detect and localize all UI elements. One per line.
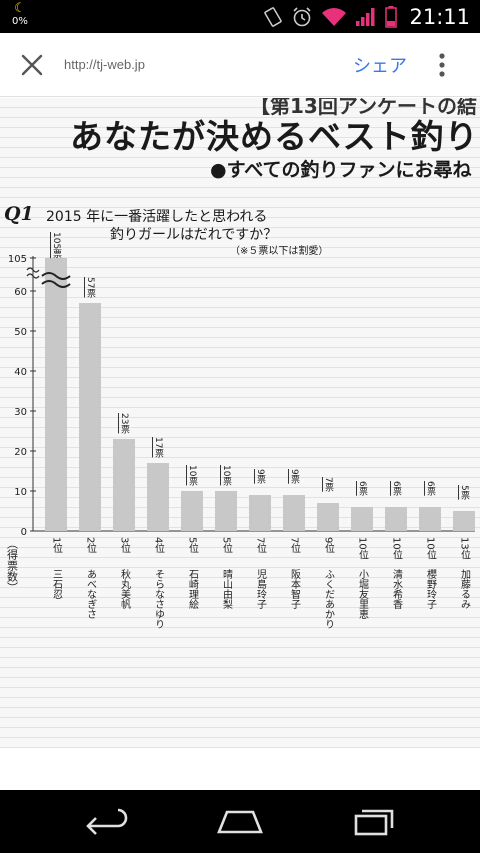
article-title: あなたが決めるベスト釣り bbox=[70, 117, 479, 156]
rank-label: 13位 bbox=[459, 537, 471, 560]
data-label: 105票 bbox=[51, 232, 62, 258]
y-tick-label: 60 bbox=[14, 287, 27, 298]
y-tick-label: 30 bbox=[14, 407, 27, 418]
data-label: 6票 bbox=[391, 481, 402, 496]
bar-break-mark bbox=[41, 272, 71, 288]
data-label: 9票 bbox=[255, 469, 266, 484]
question-line-1: 2015 年に一番活躍したと思われる bbox=[46, 209, 268, 225]
y-tick-label: 20 bbox=[14, 447, 27, 458]
question-line-2: 釣りガールはだれですか？ bbox=[110, 227, 278, 243]
battery-icon bbox=[385, 5, 398, 28]
clock: 21:11 bbox=[409, 4, 470, 29]
header-top-text: 【第13回アンケートの結 bbox=[250, 98, 478, 118]
category-name-label: 三石忍 bbox=[51, 569, 63, 599]
rank-label: 1位 bbox=[51, 537, 63, 553]
data-label: 9票 bbox=[289, 469, 300, 484]
wifi-icon bbox=[322, 7, 347, 26]
bar bbox=[249, 495, 271, 531]
article-subtitle: ●すべての釣りファンにお尋ね bbox=[210, 159, 472, 181]
battery-percent: 0% bbox=[12, 16, 28, 27]
bar bbox=[79, 303, 101, 531]
y-tick-label: 50 bbox=[14, 327, 27, 338]
signal-icon bbox=[356, 7, 375, 26]
back-icon[interactable] bbox=[82, 806, 132, 838]
alarm-icon bbox=[293, 6, 312, 26]
data-label: 6票 bbox=[357, 481, 368, 496]
data-label: 10票 bbox=[221, 465, 232, 485]
rank-label: 2位 bbox=[85, 537, 97, 553]
close-icon[interactable] bbox=[18, 51, 46, 79]
rank-label: 7位 bbox=[289, 537, 301, 553]
status-bar: ☾ 0% 21:11 bbox=[0, 0, 480, 33]
recent-apps-icon[interactable] bbox=[350, 806, 400, 838]
axis-break-mark bbox=[26, 267, 40, 279]
bar bbox=[215, 491, 237, 531]
category-name-label: 児島玲子 bbox=[255, 569, 267, 609]
status-left: ☾ 0% bbox=[12, 2, 28, 28]
rank-label: 3位 bbox=[119, 537, 131, 553]
bar bbox=[45, 258, 67, 531]
bar bbox=[283, 495, 305, 531]
data-label: 57票 bbox=[85, 277, 96, 297]
rank-label: 5位 bbox=[221, 537, 233, 553]
page-bottom-blank bbox=[0, 748, 480, 790]
data-label: 23票 bbox=[119, 413, 130, 433]
moon-icon: ☾ bbox=[14, 1, 26, 16]
overflow-menu-icon[interactable] bbox=[432, 51, 452, 79]
category-name-label: あべなぎさ bbox=[85, 569, 97, 619]
category-name-label: 櫻野玲子 bbox=[425, 568, 437, 609]
rotate-icon bbox=[264, 6, 283, 27]
data-label: 10票 bbox=[187, 465, 198, 485]
category-name-label: 石崎理絵 bbox=[187, 569, 199, 610]
data-label: 5票 bbox=[459, 485, 470, 500]
home-icon[interactable] bbox=[215, 806, 265, 838]
data-label: 7票 bbox=[323, 477, 334, 492]
category-name-label: 秋丸美帆 bbox=[119, 568, 131, 610]
browser-toolbar: http://tj-web.jp シェア bbox=[0, 33, 480, 97]
category-name-label: 小堀友里恵 bbox=[357, 569, 369, 619]
category-name-label: 清水希香 bbox=[391, 568, 403, 610]
category-name-label: そらなさゆり bbox=[153, 569, 165, 629]
y-tick-label: 40 bbox=[14, 367, 27, 378]
url-text: http://tj-web.jp bbox=[64, 57, 145, 72]
rank-label: 10位 bbox=[391, 537, 403, 560]
rank-label: 9位 bbox=[323, 537, 335, 553]
bar bbox=[181, 491, 203, 531]
bar bbox=[419, 507, 441, 531]
rank-label: 10位 bbox=[357, 537, 369, 560]
bar bbox=[453, 511, 475, 531]
rank-label: 4位 bbox=[153, 537, 165, 553]
y-tick-label: 10 bbox=[14, 487, 27, 498]
data-label: 17票 bbox=[153, 437, 164, 457]
y-axis-label: （得票数） bbox=[6, 538, 19, 593]
rank-label: 7位 bbox=[255, 537, 267, 553]
category-name-label: 加藤るみ bbox=[459, 569, 471, 609]
navigation-bar bbox=[0, 790, 480, 853]
bar bbox=[351, 507, 373, 531]
category-name-label: ふくだあかり bbox=[323, 569, 335, 629]
bar bbox=[113, 439, 135, 531]
article-image: 【第13回アンケートの結 あなたが決めるベスト釣り ●すべての釣りファンにお尋ね… bbox=[0, 98, 480, 790]
bar bbox=[147, 463, 169, 531]
question-badge: Q1 bbox=[4, 203, 34, 225]
category-name-label: 阪本智子 bbox=[289, 568, 301, 609]
share-button[interactable]: シェア bbox=[353, 56, 407, 77]
question-note: （※５票以下は割愛） bbox=[230, 246, 329, 257]
bar bbox=[317, 503, 339, 531]
bar bbox=[385, 507, 407, 531]
rank-label: 5位 bbox=[187, 537, 199, 553]
y-tick-label: 105 bbox=[8, 254, 27, 265]
status-right: 21:11 bbox=[263, 0, 470, 33]
y-tick-label: 0 bbox=[21, 527, 27, 538]
rank-label: 10位 bbox=[425, 537, 437, 560]
data-label: 6票 bbox=[425, 481, 436, 496]
category-name-label: 晴山由梨 bbox=[221, 568, 233, 610]
